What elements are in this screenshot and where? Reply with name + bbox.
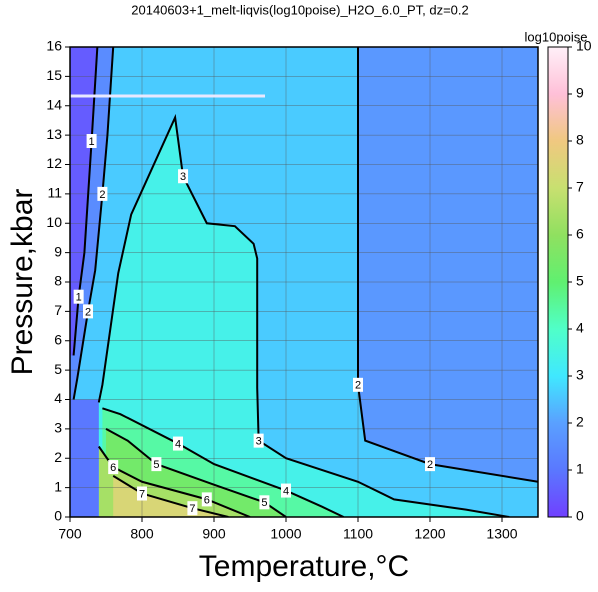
colorbar-tick-label: 5	[576, 273, 584, 289]
colorbar-tick-label: 7	[576, 179, 584, 195]
contour-label-bg	[425, 457, 435, 472]
contour-line	[112, 475, 229, 517]
contour-label: 3	[256, 436, 262, 448]
x-tick-label: 1200	[414, 526, 445, 542]
contour-band	[358, 47, 538, 482]
colorbar	[547, 46, 569, 518]
y-tick-label: 4	[54, 390, 62, 406]
contour-band	[70, 47, 98, 356]
colorbar-tick-label: 10	[576, 38, 592, 54]
contour-label: 7	[139, 488, 145, 500]
y-tick-label: 2	[54, 449, 62, 465]
contour-label-bg	[259, 495, 270, 510]
y-tick-label: 13	[46, 126, 62, 142]
contour-label-bg	[151, 457, 162, 472]
contour-label-bg	[137, 486, 147, 501]
contour-label: 2	[99, 189, 105, 201]
contour-label: 2	[85, 306, 91, 318]
y-tick-label: 10	[46, 214, 62, 230]
colorbar-label: log10poise	[525, 29, 588, 44]
contour-line	[72, 47, 99, 356]
y-tick-label: 6	[54, 331, 62, 347]
colorbar-tick-label: 3	[576, 367, 584, 383]
contour-label: 1	[89, 136, 95, 148]
contour-label-bg	[187, 501, 198, 516]
contour-label: 6	[204, 494, 210, 506]
contour-label: 5	[153, 459, 159, 471]
contour-label-bg	[86, 134, 97, 148]
y-tick-label: 16	[46, 38, 62, 54]
y-axis-label: Pressure,kbar	[6, 189, 39, 376]
colorbar-tick-label: 6	[576, 226, 584, 242]
contour-label: 6	[110, 462, 116, 474]
contour-line	[97, 113, 510, 517]
contour-label-bg	[178, 169, 189, 184]
y-tick-label: 9	[54, 243, 62, 259]
contour-label-bg	[73, 289, 84, 304]
colorbar-tick-label: 2	[576, 414, 584, 430]
contour-line	[357, 47, 538, 483]
colorbar-tick-label: 0	[576, 508, 584, 524]
plot-frame	[69, 46, 539, 518]
contour-label-bg	[173, 436, 183, 451]
contour-label: 7	[189, 503, 195, 515]
y-tick-label: 15	[46, 67, 62, 83]
x-tick-label: 1100	[343, 526, 373, 542]
contour-label-bg	[97, 186, 108, 201]
y-tick-label: 0	[54, 508, 62, 524]
chart-title: 20140603+1_melt-liqvis(log10poise)_H2O_6…	[131, 2, 469, 17]
contour-lines	[72, 47, 538, 517]
y-tick-label: 3	[54, 420, 62, 436]
colorbar-tick-label: 8	[576, 132, 584, 148]
colorbar-tick-label: 9	[576, 85, 584, 101]
y-tick-label: 8	[54, 273, 62, 289]
contour-label: 1	[76, 292, 82, 304]
contour-label: 5	[261, 497, 267, 509]
contour-line	[102, 407, 345, 517]
y-tick-label: 1	[54, 478, 62, 494]
x-axis-label: Temperature,°C	[199, 550, 409, 583]
contour-label-bg	[83, 304, 93, 319]
x-tick-label: 700	[58, 526, 82, 542]
contour-label: 4	[175, 438, 181, 450]
contour-label-bg	[253, 433, 264, 448]
y-tick-label: 12	[46, 155, 62, 171]
contour-label: 4	[283, 485, 289, 497]
x-tick-label: 900	[202, 526, 226, 542]
colorbar-tick-label: 4	[576, 320, 584, 336]
contour-label: 2	[355, 380, 361, 392]
contour-line	[72, 47, 115, 400]
contour-label-bg	[281, 483, 291, 498]
contour-label: 2	[427, 459, 433, 471]
contour-label: 3	[180, 171, 186, 183]
y-tick-label: 14	[46, 96, 62, 112]
x-tick-label: 1000	[270, 526, 301, 542]
contour-label-bg	[353, 377, 363, 392]
y-tick-label: 7	[54, 302, 62, 318]
y-tick-label: 5	[54, 361, 62, 377]
x-tick-label: 800	[130, 526, 154, 542]
contour-band	[98, 117, 510, 517]
contour-label-bg	[201, 492, 212, 507]
colorbar-tick-label: 1	[576, 461, 584, 477]
contour-label-bg	[108, 460, 119, 475]
y-tick-label: 11	[47, 185, 62, 201]
x-tick-label: 1300	[486, 526, 517, 542]
